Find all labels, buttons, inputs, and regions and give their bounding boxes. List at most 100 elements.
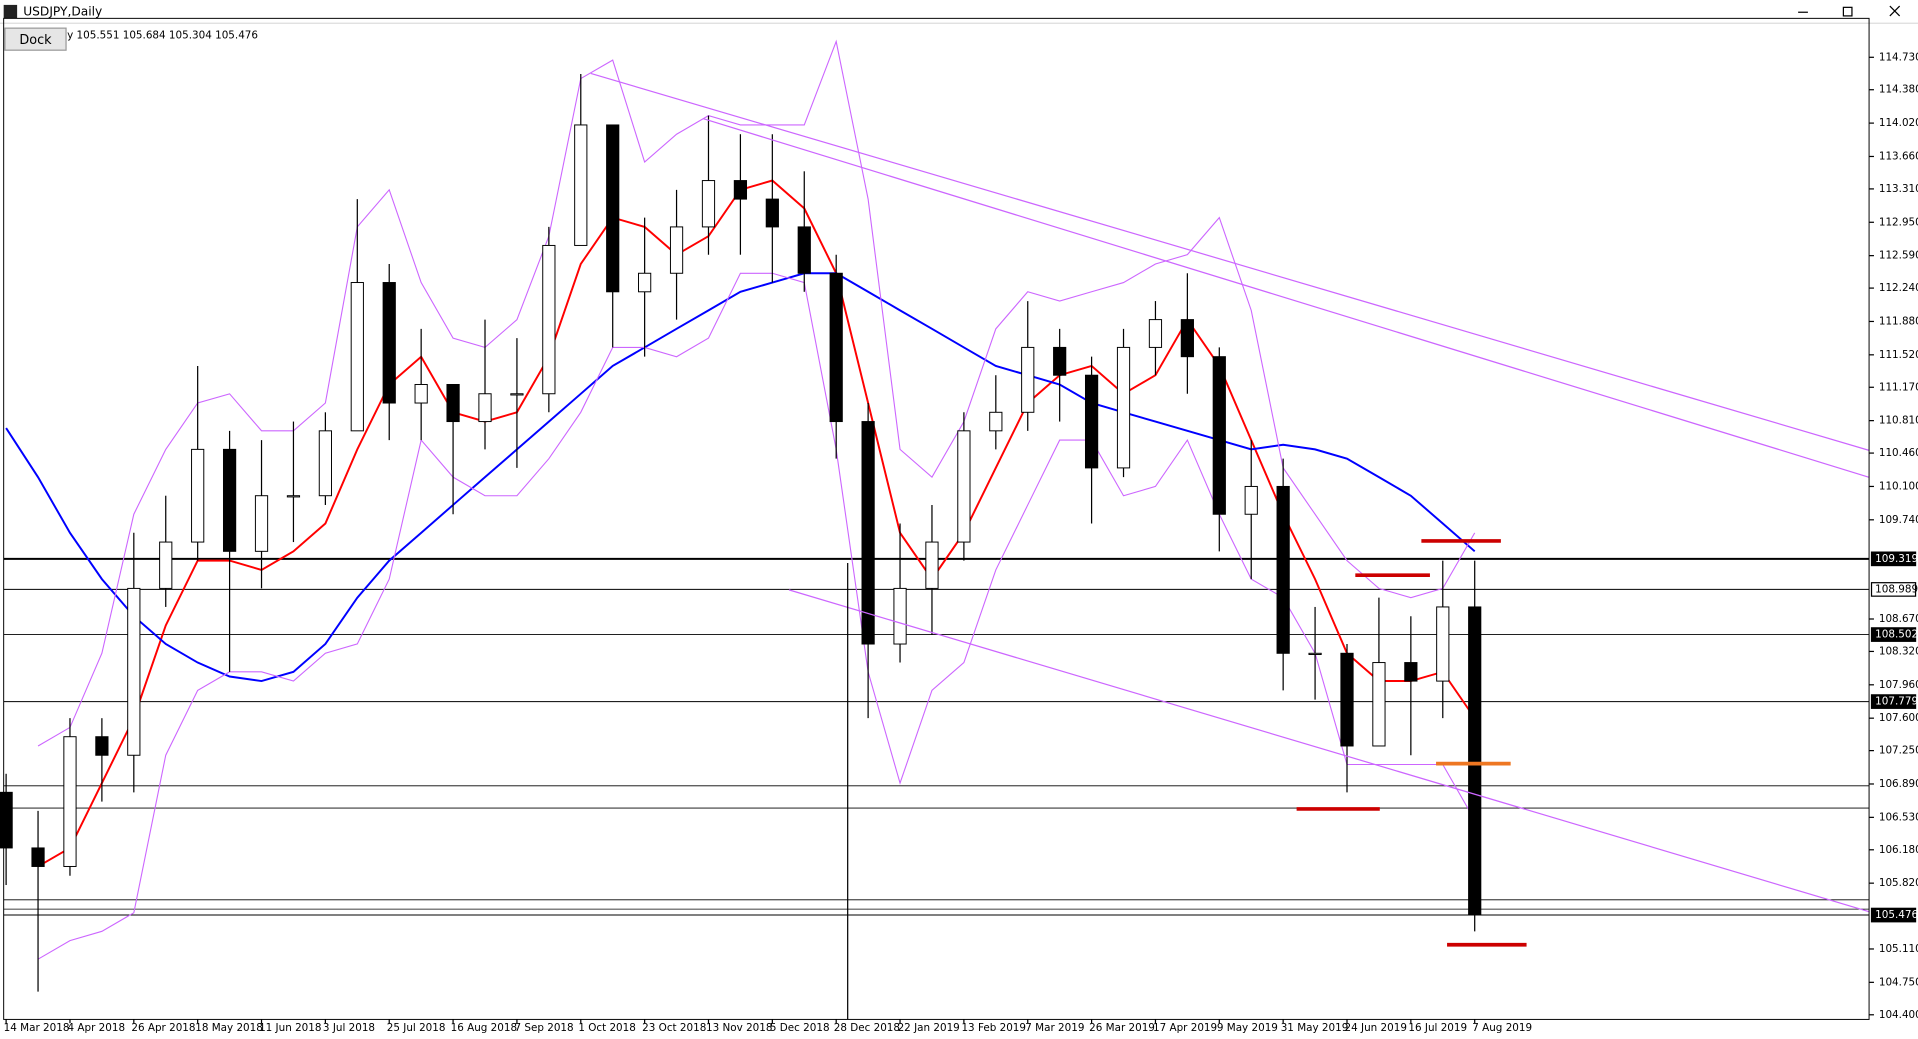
trendline (590, 72, 1870, 451)
candle-body (765, 198, 779, 228)
candle-body (382, 282, 396, 404)
dock-button-box[interactable] (4, 27, 67, 51)
x-tick-label: 5 Dec 2018 (770, 1022, 830, 1034)
x-tick-label: 24 Jun 2019 (1345, 1022, 1407, 1034)
y-tick-label: 109.740 (1879, 514, 1918, 526)
candle-body (669, 226, 684, 274)
candle-body (861, 421, 875, 645)
candle-body (350, 282, 364, 432)
candle-body (159, 541, 173, 589)
window-controls[interactable] (1798, 5, 1901, 17)
x-tick-label: 22 Jan 2019 (898, 1022, 960, 1034)
x-tick-label: 7 Mar 2019 (1025, 1022, 1084, 1034)
y-tick-label: 106.530 (1879, 811, 1918, 823)
level-label-box (1870, 907, 1917, 923)
y-tick-label: 111.170 (1879, 381, 1918, 393)
y-tick-label: 106.890 (1879, 778, 1918, 790)
candle-body (733, 180, 748, 200)
candle-body (1116, 346, 1131, 469)
plot: 114.730 114.380 114.020 113.660 113.310 112.9… (0, 39, 1918, 1034)
level-label-box (1870, 551, 1917, 567)
dock-button[interactable]: Dock (4, 27, 67, 51)
y-tick-label: 106.180 (1879, 844, 1918, 856)
window-title: USDJPY,Daily (23, 5, 102, 19)
candle-body (1276, 485, 1290, 654)
candle-body (1021, 346, 1035, 413)
candle-body (0, 791, 13, 849)
candle-body (510, 393, 524, 396)
candle-body (1180, 319, 1194, 358)
y-tick-label: 110.810 (1879, 415, 1918, 427)
y-tick-label: 105.110 (1879, 943, 1918, 955)
close[interactable] (1889, 5, 1901, 17)
candle-body (1212, 356, 1226, 515)
y-tick-label: 104.750 (1879, 976, 1918, 988)
y-tick-label: 112.950 (1879, 216, 1918, 228)
candle-body (222, 448, 237, 552)
candle-body (1436, 606, 1450, 682)
y-tick-label: 112.240 (1879, 282, 1918, 294)
x-tick-label: 13 Nov 2018 (706, 1022, 772, 1034)
candle-body (414, 383, 428, 404)
y-tick-label: 110.100 (1879, 480, 1918, 492)
y-tick-label: 110.460 (1879, 447, 1918, 459)
app-icon (3, 4, 18, 19)
candle-body (127, 587, 141, 756)
dock-button-label[interactable]: Dock (19, 33, 52, 48)
candle-body (1404, 662, 1418, 682)
candle-body (95, 736, 109, 756)
x-tick-label: 16 Aug 2018 (451, 1022, 517, 1034)
x-tick-label: 25 Jul 2018 (387, 1022, 446, 1034)
candle-body (1340, 652, 1354, 747)
trendline (788, 589, 1870, 913)
candle-body (1308, 652, 1322, 656)
y-tick-label: 111.520 (1879, 349, 1918, 361)
candle-body (31, 847, 45, 867)
candle-body (606, 124, 620, 293)
candle-body (318, 430, 332, 497)
x-tick-label: 4 Apr 2018 (68, 1022, 126, 1034)
plot-frame (3, 17, 1870, 1020)
y-tick-label: 107.600 (1879, 712, 1918, 724)
x-tick-label: 9 May 2019 (1217, 1022, 1278, 1034)
x-tick-label: 11 Jun 2018 (259, 1022, 321, 1034)
x-tick-label: 7 Sep 2018 (514, 1022, 573, 1034)
candle-body (1468, 606, 1482, 916)
candle-body (989, 411, 1003, 432)
x-tick-label: 28 Dec 2018 (834, 1022, 900, 1034)
candle-body (542, 244, 556, 395)
trendline (703, 118, 1870, 478)
y-tick-label: 113.660 (1879, 150, 1918, 162)
candle-body (1053, 346, 1067, 376)
y-tick-label: 113.310 (1879, 183, 1918, 195)
y-tick-label: 114.730 (1879, 51, 1918, 63)
level-label-box (1870, 582, 1917, 597)
indicator-line (5, 272, 1476, 683)
x-tick-label: 31 May 2019 (1281, 1022, 1349, 1034)
y-tick-label: 104.400 (1879, 1009, 1918, 1021)
x-tick-label: 23 Oct 2018 (642, 1022, 706, 1034)
candle-body (478, 393, 492, 423)
x-tick-label: 3 Jul 2018 (323, 1022, 375, 1034)
candle-body (1244, 485, 1258, 515)
y-tick-label: 107.250 (1879, 745, 1918, 757)
x-tick-label: 7 Aug 2019 (1472, 1022, 1532, 1034)
candle-body (638, 272, 652, 293)
restore[interactable] (1842, 6, 1853, 17)
candle-body (1148, 319, 1163, 348)
candle-body (1372, 662, 1386, 747)
x-tick-label: 13 Feb 2019 (961, 1022, 1026, 1034)
candle-body (925, 541, 939, 589)
candle-body (893, 587, 907, 645)
indicator-line (37, 179, 1476, 868)
level-label-box (1870, 627, 1917, 642)
candle-body (254, 495, 269, 552)
x-tick-label: 14 Mar 2018 (4, 1022, 70, 1034)
y-tick-label: 108.670 (1879, 613, 1918, 625)
candle-body (797, 226, 811, 274)
y-tick-label: 111.880 (1879, 315, 1918, 327)
candle-body (1084, 374, 1099, 469)
level-label-box (1870, 694, 1917, 709)
